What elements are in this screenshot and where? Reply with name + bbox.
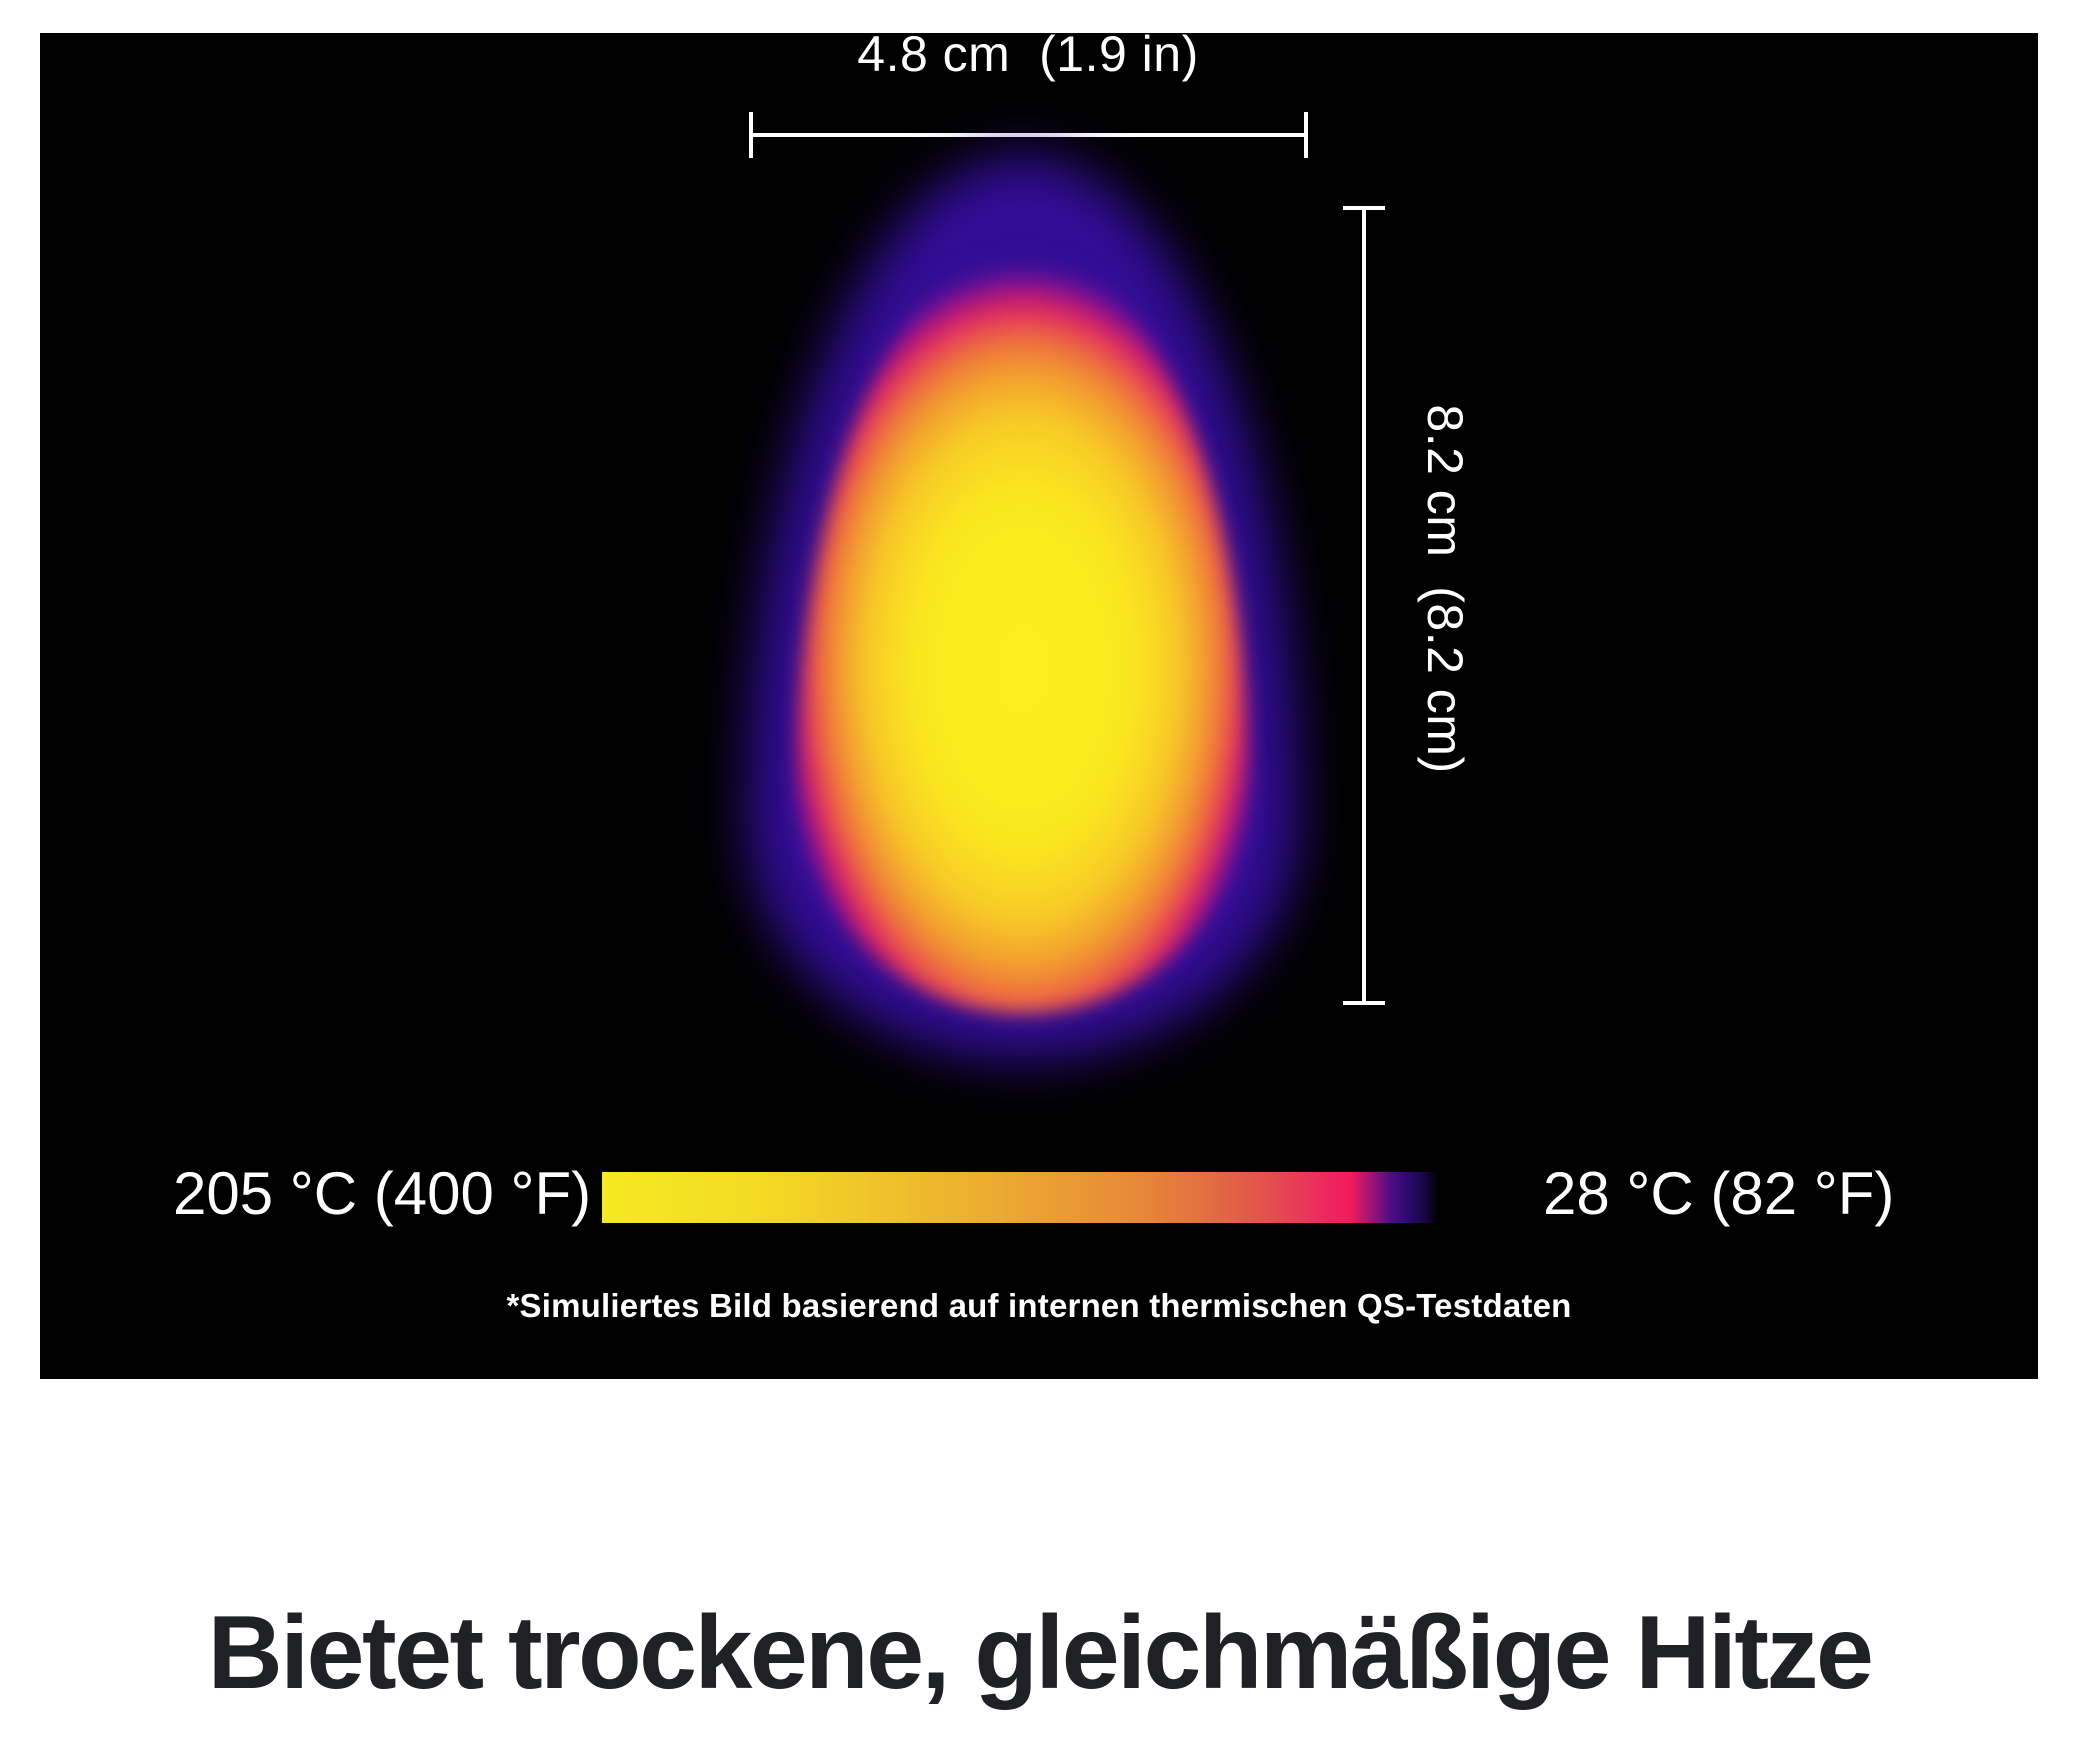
scale-hot-temperature-label: 205 °C (400 °F): [173, 1160, 592, 1227]
thermal-blob: [748, 155, 1298, 1060]
height-measure-rule: [1362, 206, 1366, 1005]
width-measurement-label: 4.8 cm (1.9 in): [857, 26, 1199, 82]
width-measure-tick-right: [1304, 112, 1308, 158]
width-measure-rule: [749, 133, 1308, 137]
page-title: Bietet trockene, gleichmäßige Hitze: [207, 1595, 1874, 1711]
thermal-image-panel: 4.8 cm (1.9 in) 8.2 cm (8.2 cm) 205 °C (…: [40, 29, 2038, 1379]
temperature-scale-bar: [602, 1172, 1438, 1223]
width-measure-line: [749, 112, 1308, 158]
height-measure-line: [1343, 206, 1385, 1005]
simulation-disclaimer-footnote: *Simuliertes Bild basierend auf internen…: [506, 1287, 1572, 1324]
height-measure-tick-bottom: [1343, 1001, 1385, 1005]
height-measurement-label: 8.2 cm (8.2 cm): [1417, 404, 1473, 774]
scale-cold-temperature-label: 28 °C (82 °F): [1543, 1160, 1895, 1227]
